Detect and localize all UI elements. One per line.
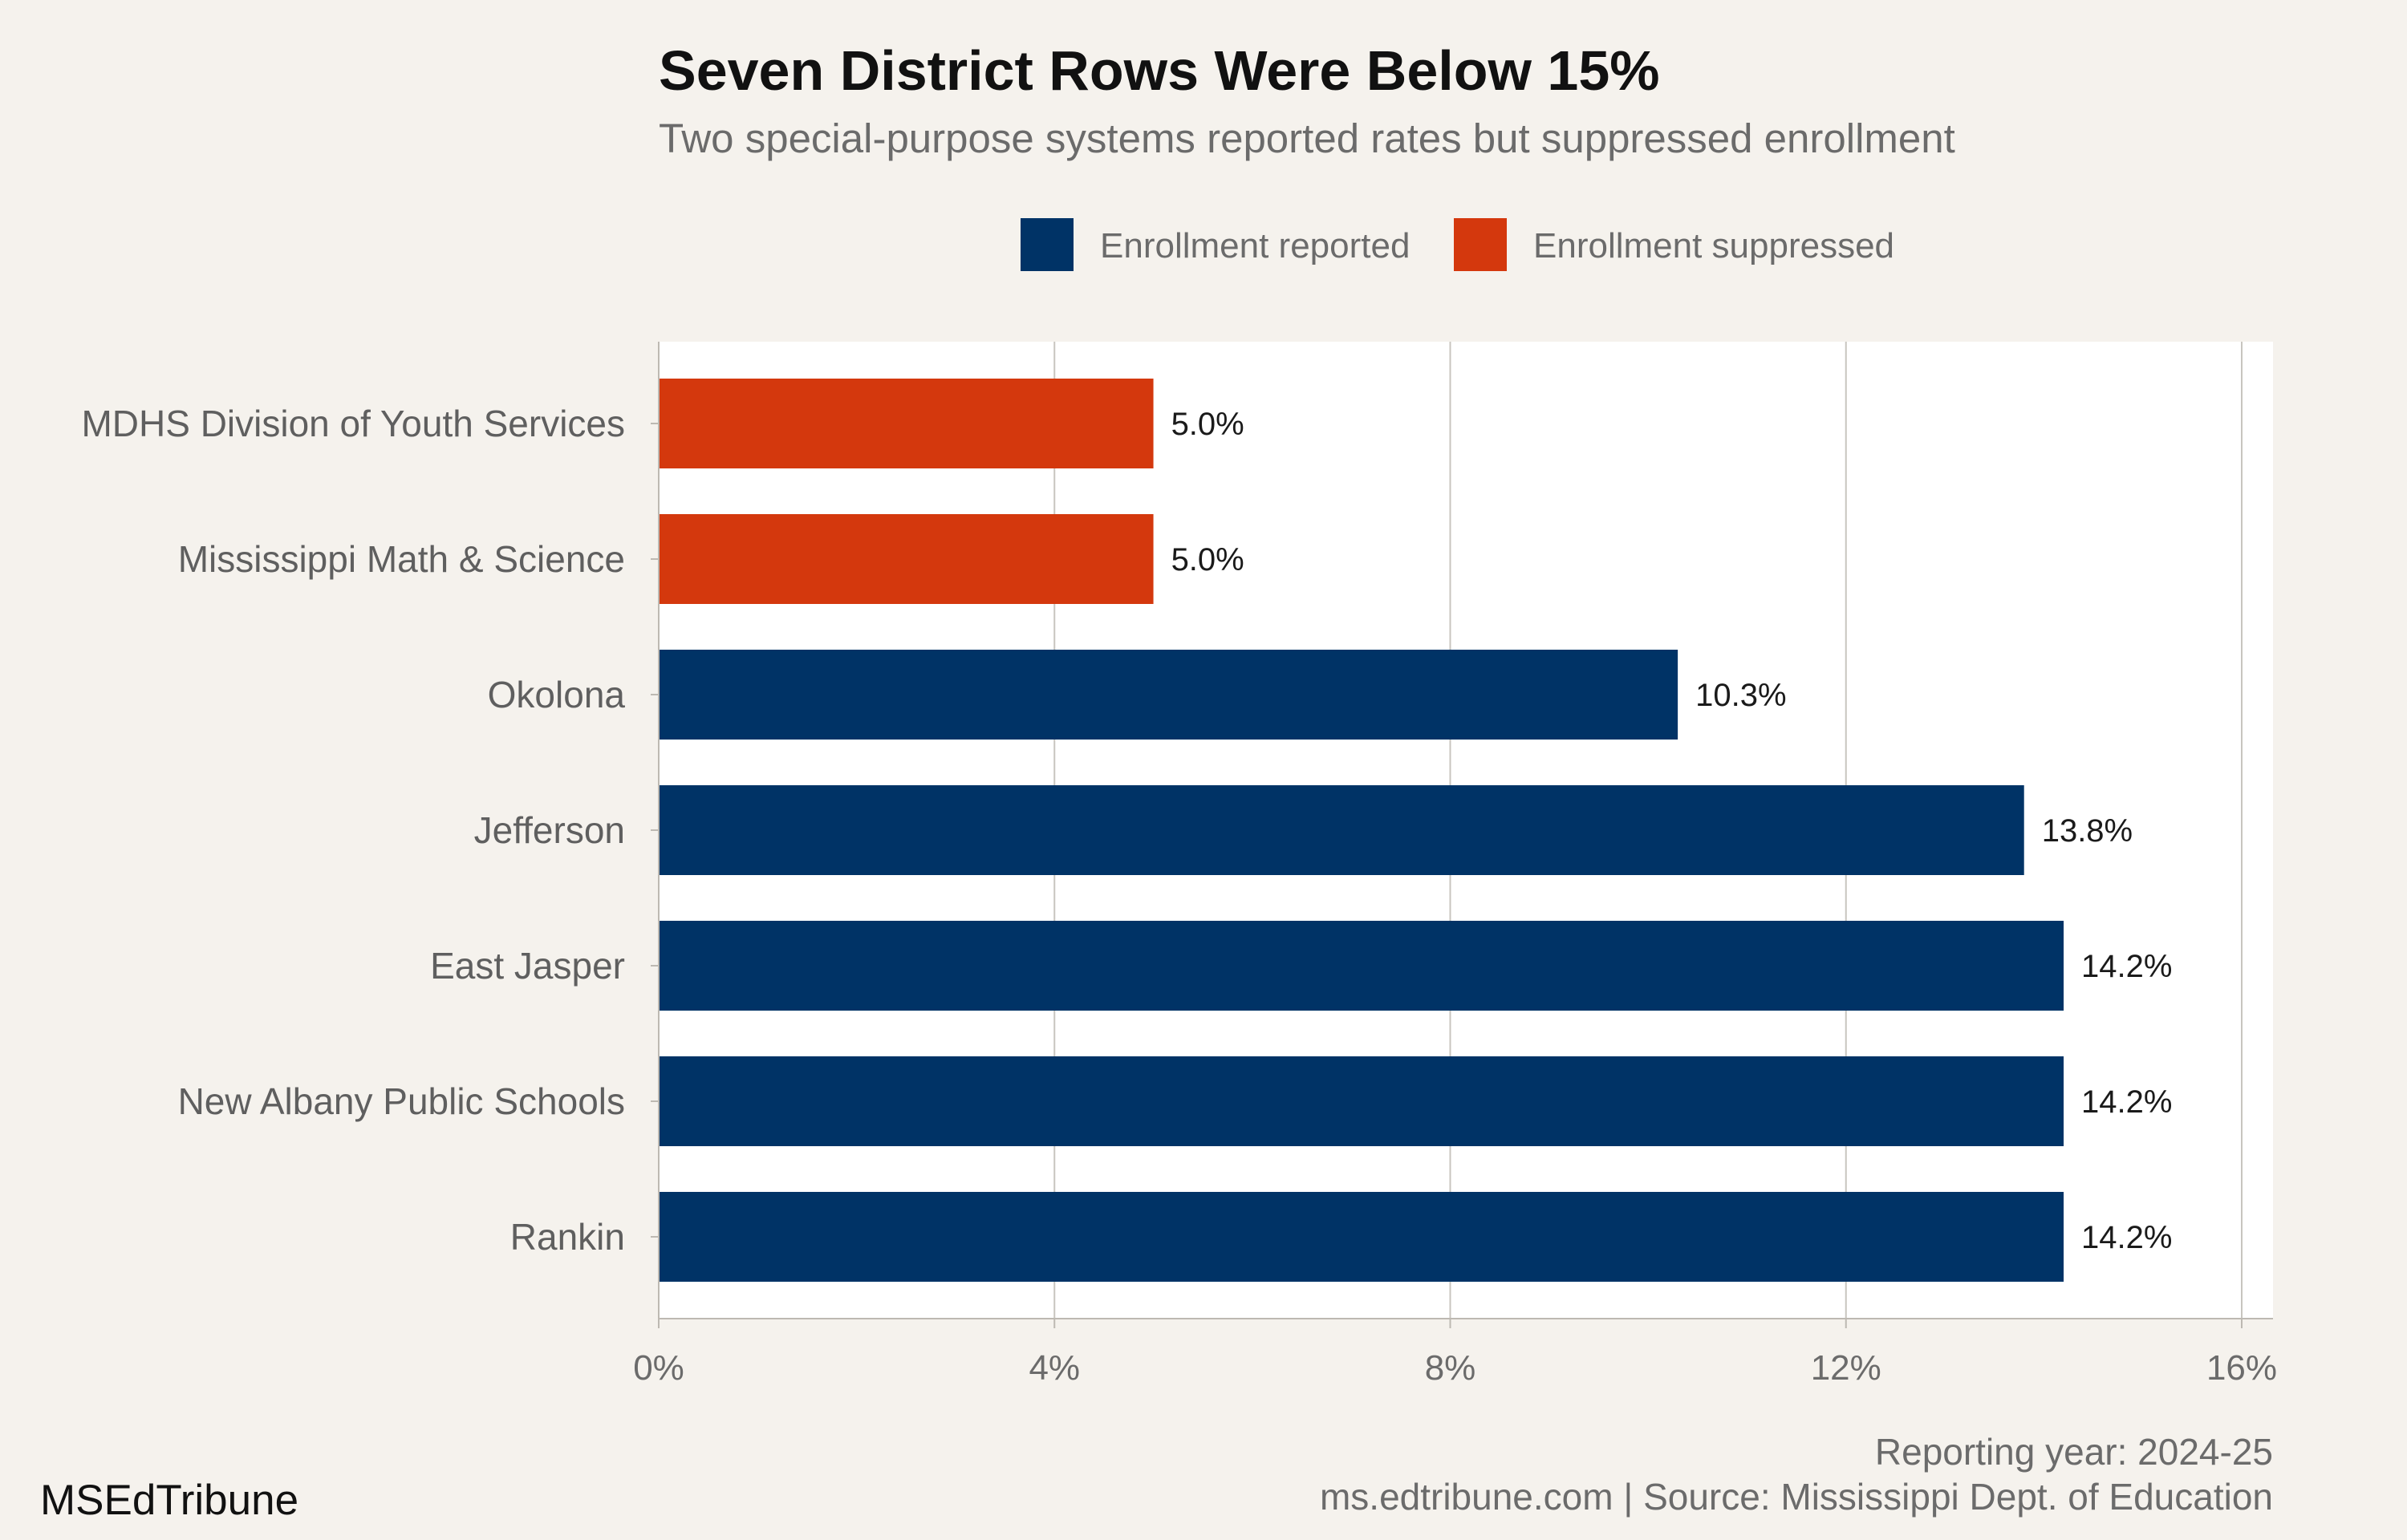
- category-label-3: Jefferson: [474, 809, 625, 851]
- x-tick-label-4: 16%: [2206, 1348, 2277, 1388]
- category-label-2: Okolona: [488, 674, 626, 715]
- category-label-1: Mississippi Math & Science: [178, 538, 625, 580]
- bar-4: [659, 921, 2064, 1011]
- chart-title: Seven District Rows Were Below 15%: [659, 39, 1660, 102]
- bar-0: [659, 379, 1154, 468]
- caption-reporting-year: Reporting year: 2024-25: [1875, 1431, 2273, 1473]
- brand-logo: MSEdTribune: [40, 1477, 298, 1524]
- category-label-4: East Jasper: [430, 945, 625, 987]
- bar-2: [659, 650, 1678, 740]
- x-tick-label-2: 8%: [1425, 1348, 1476, 1388]
- category-label-0: MDHS Division of Youth Services: [81, 403, 625, 444]
- bar-6: [659, 1192, 2064, 1282]
- legend-swatch-suppressed: [1454, 218, 1507, 271]
- category-labels: MDHS Division of Youth Services Mississip…: [81, 403, 659, 1258]
- legend-swatch-reported: [1021, 218, 1074, 271]
- data-labels: 5.0% 5.0% 10.3% 13.8% 14.2% 14.2% 14.2%: [1171, 407, 2173, 1255]
- legend: Enrollment reported Enrollment suppressed: [1021, 218, 1894, 271]
- category-label-5: New Albany Public Schools: [178, 1080, 625, 1122]
- legend-label-reported: Enrollment reported: [1100, 226, 1410, 265]
- x-tick-label-0: 0%: [633, 1348, 684, 1388]
- bar-3: [659, 785, 2024, 875]
- data-label-6: 14.2%: [2081, 1220, 2172, 1255]
- x-tick-label-3: 12%: [1811, 1348, 1881, 1388]
- x-axis: 0% 4% 8% 12% 16%: [633, 342, 2277, 1388]
- legend-label-suppressed: Enrollment suppressed: [1533, 226, 1894, 265]
- bars: [659, 379, 2064, 1282]
- bar-5: [659, 1056, 2064, 1146]
- data-label-3: 13.8%: [2042, 813, 2133, 849]
- chart-subtitle: Two special-purpose systems reported rat…: [659, 116, 1955, 161]
- category-label-6: Rankin: [510, 1216, 625, 1258]
- data-label-5: 14.2%: [2081, 1084, 2172, 1120]
- data-label-2: 10.3%: [1695, 678, 1786, 713]
- caption-source: ms.edtribune.com | Source: Mississippi D…: [1320, 1476, 2273, 1518]
- data-label-1: 5.0%: [1171, 542, 1244, 578]
- bar-1: [659, 514, 1154, 604]
- data-label-4: 14.2%: [2081, 949, 2172, 984]
- data-label-0: 5.0%: [1171, 407, 1244, 442]
- x-tick-label-1: 4%: [1029, 1348, 1080, 1388]
